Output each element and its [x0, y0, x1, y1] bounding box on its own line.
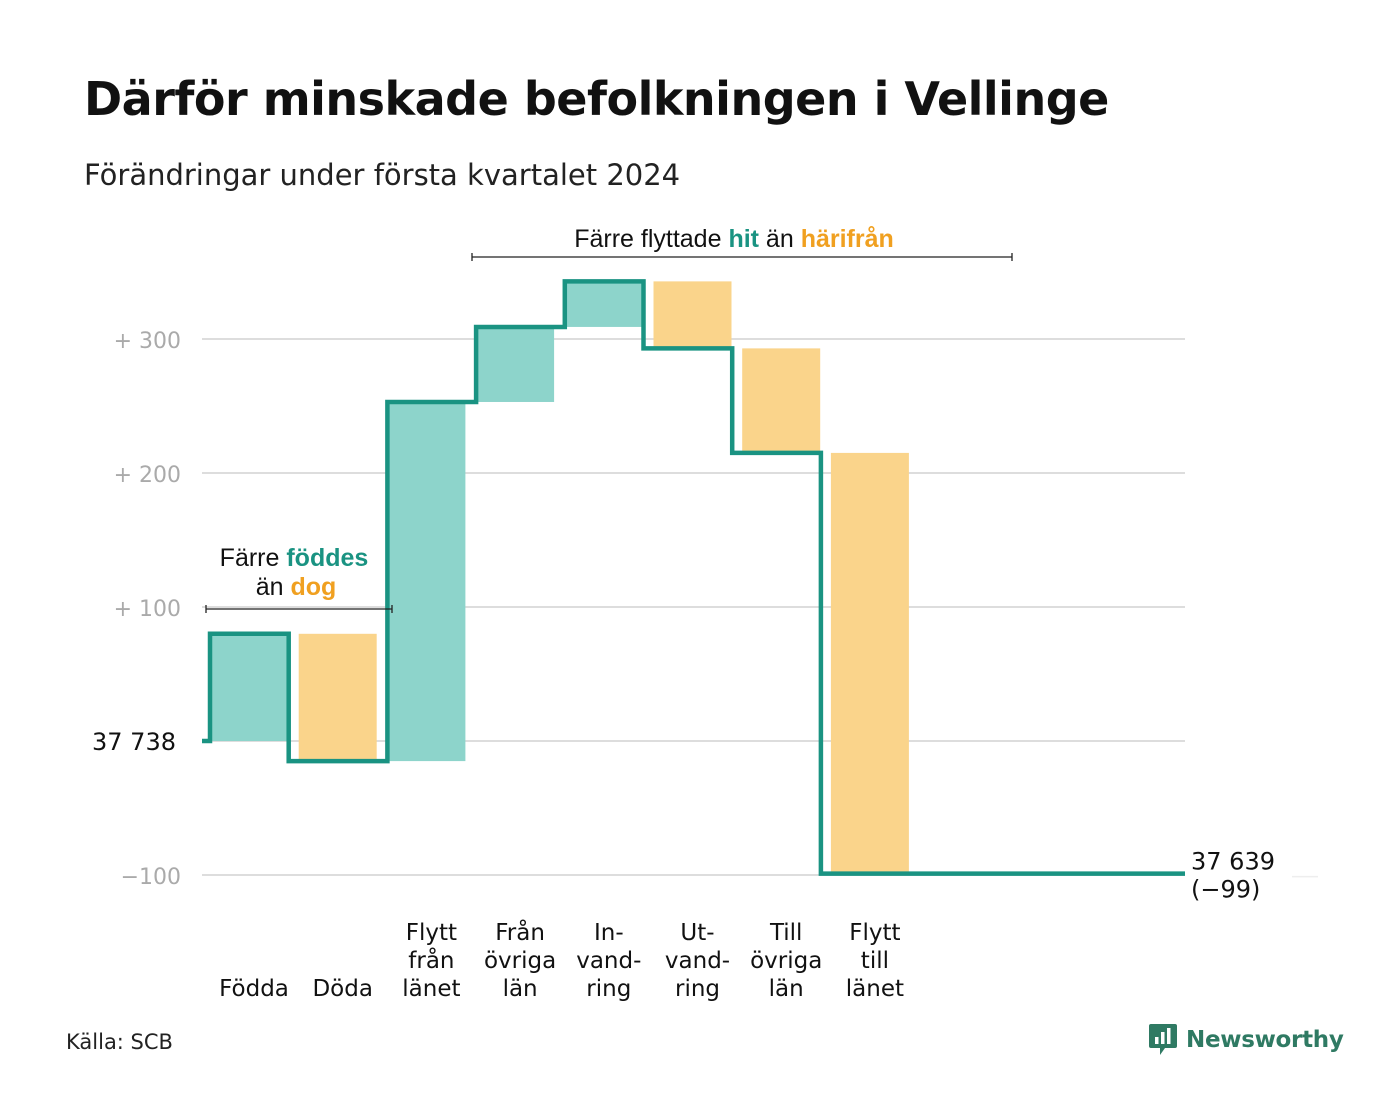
annotation-segment: Färre flyttade [574, 225, 728, 253]
x-axis-labels: Födda DödaFlyttfrånlänetFrånövrigalänIn-v… [219, 918, 904, 1002]
annotation-text: än dog [256, 573, 337, 601]
chart-title: Därför minskade befolkningen i Vellinge [84, 72, 1109, 126]
end-labels: 37 639(−99) [1191, 848, 1318, 904]
newsworthy-logo-icon [1149, 1024, 1177, 1055]
annotation-bracket [205, 605, 393, 613]
annotation-segment: Färre [220, 544, 287, 572]
y-tick-label: + 200 [114, 463, 181, 488]
end-change-label: (−99) [1191, 876, 1260, 904]
brand-name: Newsworthy [1186, 1027, 1344, 1053]
x-axis-label: Till [769, 920, 803, 946]
annotation-bracket [471, 253, 1013, 261]
end-value-label: 37 639 [1191, 848, 1275, 876]
x-axis-label: Födda [219, 976, 289, 1002]
x-axis-label: län [503, 976, 538, 1002]
chart-subtitle: Förändringar under första kvartalet 2024 [84, 158, 681, 192]
annotation-segment: än [759, 225, 801, 253]
x-axis-label: ring [675, 976, 720, 1002]
bars [210, 281, 909, 874]
annotation-text: Färre flyttade hit än härifrån [574, 225, 894, 253]
bar-decrease [653, 281, 732, 349]
x-axis-label: In- [594, 920, 624, 946]
x-axis-label: från [408, 946, 454, 974]
annotation-segment: dog [290, 573, 336, 601]
bar-increase [210, 633, 288, 741]
bar-decrease [298, 633, 377, 762]
x-axis-label: Från [495, 918, 545, 946]
brand-logo[interactable]: Newsworthy [1148, 1022, 1344, 1058]
bar-increase [387, 401, 466, 762]
x-axis-label: vand- [665, 948, 730, 974]
grid-lines [202, 338, 1185, 876]
x-axis-label: län [769, 976, 804, 1002]
x-axis-label: länet [846, 976, 904, 1002]
x-axis-label: Döda [312, 976, 372, 1002]
x-axis-label: till [861, 948, 889, 974]
cumulative-step-line [202, 279, 1185, 876]
step-line [202, 279, 1185, 876]
bar-increase [564, 281, 643, 327]
source-note: Källa: SCB [66, 1030, 173, 1054]
annotation-segment: än [256, 573, 291, 601]
annotation-segment: härifrån [801, 225, 894, 253]
x-axis-label: övriga [750, 948, 822, 974]
annotation-text: Färre föddes [220, 544, 369, 572]
start-value-label: 37 738 [92, 728, 176, 756]
x-axis-label: Flytt [849, 920, 900, 946]
bar-increase [476, 326, 555, 402]
x-axis-label: länet [402, 976, 460, 1002]
annotation-segment: föddes [286, 544, 368, 572]
x-axis-label: vand- [576, 948, 641, 974]
y-tick-label: + 300 [114, 329, 181, 354]
x-axis-label: övriga [484, 948, 556, 974]
waterfall-chart: + 300 + 200 + 100 37 738 −100 Födda Döda Flytt… [92, 225, 1318, 1002]
x-axis-label: Flytt [406, 920, 457, 946]
bar-decrease [830, 452, 909, 874]
y-axis-ticks: + 300 + 200 + 100 37 738 −100 [92, 329, 181, 890]
x-axis-label: Ut- [680, 920, 714, 946]
y-tick-label: −100 [121, 865, 181, 890]
y-tick-label: + 100 [114, 597, 181, 622]
x-axis-label: ring [586, 976, 631, 1002]
bar-decrease [742, 348, 821, 453]
annotation-segment: hit [728, 225, 759, 253]
